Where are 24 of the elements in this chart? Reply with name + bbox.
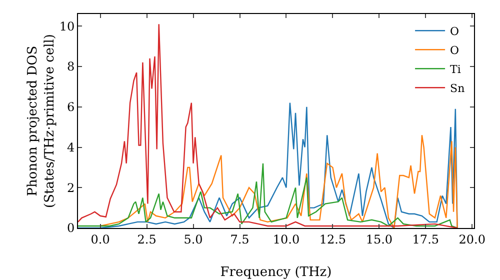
x-tick-label: 0.0 <box>90 232 110 246</box>
legend-label: O <box>450 44 460 57</box>
x-tick-label: 7.5 <box>230 232 250 246</box>
x-tick-label: 17.5 <box>412 232 440 246</box>
y-tick-label: 4 <box>66 140 75 154</box>
legend-label: Ti <box>450 62 462 76</box>
y-tick-label: 2 <box>66 180 75 195</box>
y-axis-title: Phonon projected DOS (States/THz·primitive cell) <box>25 34 58 208</box>
legend-label: O <box>450 24 460 38</box>
x-axis-title: Frequency (THz) <box>220 265 332 280</box>
y-tick-label: 6 <box>66 100 75 114</box>
line-series <box>78 102 458 228</box>
x-tick-label: 5.0 <box>184 232 203 246</box>
x-tick-label: 20.0 <box>458 232 486 246</box>
x-tick-label: 10.0 <box>272 232 300 246</box>
x-tick-label: 12.5 <box>319 232 346 246</box>
y-tick-label: 10 <box>59 19 75 34</box>
x-tick-label: 15.0 <box>366 232 393 246</box>
x-tick-label: 2.5 <box>137 232 156 246</box>
y-tick-label: 0 <box>66 221 75 236</box>
legend-label: Sn <box>450 82 465 95</box>
line-series <box>100 134 458 228</box>
y-tick-label: 8 <box>66 60 75 74</box>
line-series <box>78 162 458 228</box>
